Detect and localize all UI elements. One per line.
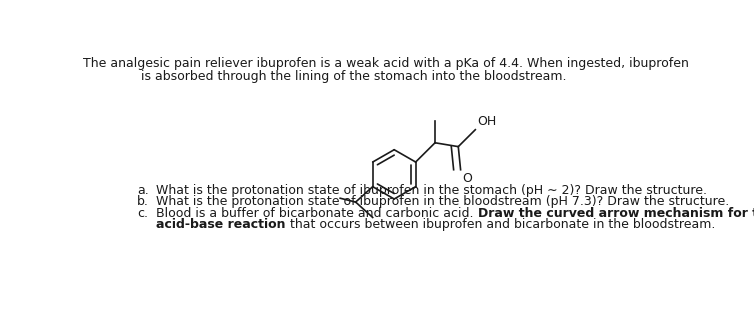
- Text: a.: a.: [137, 183, 149, 197]
- Text: O: O: [462, 172, 472, 185]
- Text: Blood is a buffer of bicarbonate and carbonic acid.: Blood is a buffer of bicarbonate and car…: [156, 207, 478, 220]
- Text: What is the protonation state of ibuprofen in the bloodstream (pH 7.3)? Draw the: What is the protonation state of ibuprof…: [156, 195, 730, 208]
- Text: c.: c.: [137, 207, 148, 220]
- Text: The analgesic pain reliever ibuprofen is a weak acid with a pKa of 4.4. When ing: The analgesic pain reliever ibuprofen is…: [84, 56, 689, 70]
- Text: that occurs between ibuprofen and bicarbonate in the bloodstream.: that occurs between ibuprofen and bicarb…: [286, 218, 715, 231]
- Text: is absorbed through the lining of the stomach into the bloodstream.: is absorbed through the lining of the st…: [141, 70, 566, 82]
- Text: b.: b.: [137, 195, 149, 208]
- Text: Draw the curved arrow mechanism for the: Draw the curved arrow mechanism for the: [478, 207, 754, 220]
- Text: OH: OH: [477, 115, 496, 128]
- Text: acid-base reaction: acid-base reaction: [156, 218, 286, 231]
- Text: What is the protonation state of ibuprofen in the stomach (pH ∼ 2)? Draw the str: What is the protonation state of ibuprof…: [156, 183, 707, 197]
